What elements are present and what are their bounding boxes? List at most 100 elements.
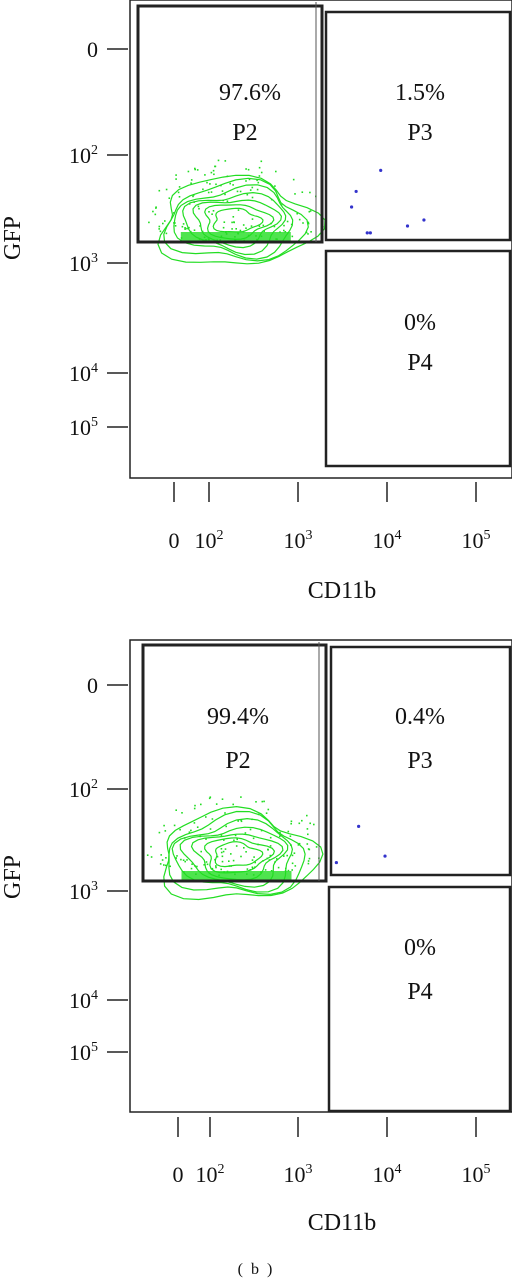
event-dot — [210, 191, 213, 193]
y-tick-label: 0 — [87, 673, 98, 698]
event-dot — [258, 166, 261, 169]
event-dot — [306, 828, 309, 830]
event-dot — [261, 800, 264, 803]
event-dot — [249, 189, 252, 191]
event-dot — [230, 865, 232, 867]
outlier-point — [354, 189, 358, 194]
event-dot — [263, 800, 265, 803]
event-dot — [208, 872, 211, 875]
gate-boundary — [136, 4, 324, 244]
event-dot — [237, 232, 240, 235]
panel-1: 0 102 103 104 105 105 104 103 102 0 CD11b GFP 97.6% P… — [0, 0, 512, 604]
event-dot — [173, 824, 176, 827]
event-dot — [223, 839, 225, 841]
event-dot — [247, 168, 250, 171]
event-dot — [315, 846, 318, 848]
event-dot — [224, 812, 226, 814]
gate-percent: 1.5% — [395, 80, 445, 106]
event-dot — [258, 225, 261, 227]
event-dot — [239, 229, 242, 232]
event-dot — [190, 230, 192, 233]
event-dot — [251, 186, 254, 189]
event-dot — [260, 871, 262, 874]
contour-ring — [204, 837, 276, 874]
event-dot — [165, 188, 168, 191]
event-dot — [233, 839, 235, 842]
event-dot — [229, 182, 231, 185]
event-dot — [161, 859, 164, 861]
event-dot — [181, 812, 183, 814]
outlier-point — [349, 205, 354, 209]
event-dot — [222, 850, 225, 853]
event-dot — [173, 222, 175, 224]
event-dot — [174, 225, 177, 227]
event-dot — [181, 225, 184, 228]
event-dot — [249, 828, 252, 831]
event-dot — [275, 170, 277, 173]
x-tick-label: 103 — [284, 528, 313, 553]
event-dot — [235, 845, 238, 847]
event-dot — [196, 169, 199, 171]
y-tick-label: 103 — [69, 251, 98, 276]
event-dot — [187, 170, 190, 173]
outlier-point — [357, 824, 361, 828]
event-dot — [186, 859, 188, 861]
event-dot — [231, 228, 233, 230]
event-dot — [274, 185, 276, 187]
event-dot — [221, 855, 224, 858]
event-dot — [291, 862, 294, 865]
event-dot — [290, 822, 292, 825]
event-dot — [164, 830, 167, 832]
event-dot — [175, 809, 177, 811]
event-dot — [301, 191, 304, 193]
event-dot — [273, 225, 276, 228]
event-dot — [308, 857, 311, 860]
event-dot — [205, 816, 207, 818]
event-dot — [220, 851, 223, 854]
event-dot — [216, 855, 219, 858]
event-dot — [240, 820, 243, 823]
event-dot — [289, 835, 292, 837]
event-dot — [279, 231, 281, 233]
event-dot — [196, 865, 198, 868]
population-band — [180, 232, 291, 242]
event-dot — [211, 867, 214, 870]
event-dot — [178, 196, 181, 198]
event-dot — [219, 239, 222, 241]
event-dot — [262, 224, 265, 227]
x-tick-label: 102 — [195, 528, 224, 553]
event-dot — [275, 238, 277, 240]
event-dot — [237, 820, 239, 822]
outlier-point — [405, 224, 410, 228]
event-dot — [287, 830, 290, 833]
event-dot — [293, 852, 296, 854]
event-dot — [234, 873, 236, 876]
event-dot — [190, 829, 192, 832]
event-dot — [203, 864, 205, 866]
event-dot — [209, 796, 212, 798]
event-dot — [215, 183, 217, 186]
event-dot — [214, 858, 216, 861]
event-dot — [305, 231, 308, 234]
event-dot — [198, 207, 200, 210]
event-dot — [258, 175, 261, 177]
event-dot — [193, 201, 195, 203]
event-dot — [175, 174, 177, 176]
event-dot — [220, 235, 223, 238]
contour-ring — [212, 207, 264, 233]
y-tick-label: 102 — [69, 143, 98, 168]
event-dot — [249, 869, 252, 871]
event-dot — [254, 866, 256, 868]
outlier-point — [383, 854, 387, 858]
event-dot — [269, 836, 272, 839]
event-dot — [195, 873, 197, 875]
event-dot — [209, 183, 211, 185]
event-dot — [307, 233, 309, 235]
event-dot — [270, 198, 273, 201]
event-dot — [286, 220, 289, 223]
contour-ring — [182, 191, 287, 256]
event-dot — [225, 233, 228, 235]
event-dot — [216, 239, 218, 241]
event-dot — [265, 812, 268, 814]
